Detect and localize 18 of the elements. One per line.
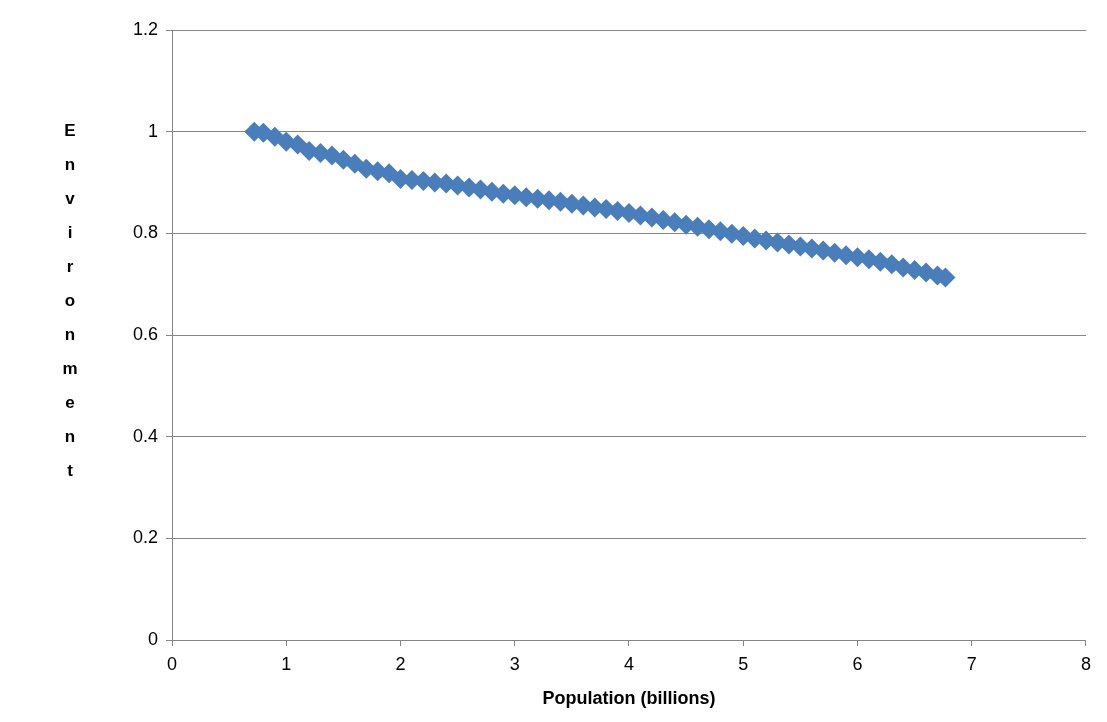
y-tick-label: 1 <box>147 120 158 141</box>
y-tick-label: 0.8 <box>132 222 158 243</box>
y-tick-label: 0.6 <box>132 323 158 344</box>
x-axis-title: Population (billions) <box>542 688 716 709</box>
x-tick-label: 8 <box>1080 653 1091 674</box>
x-tick-label: 4 <box>623 653 635 674</box>
text: Environment <box>62 120 78 480</box>
x-tick-label: 2 <box>395 653 406 674</box>
y-tick-label: 1.2 <box>132 18 158 39</box>
x-tick-label: 6 <box>852 653 863 674</box>
x-tick-label: 7 <box>966 653 977 674</box>
y-tick-label: 0 <box>147 628 158 649</box>
y-tick-label: 0.4 <box>132 425 158 446</box>
x-tick-label: 3 <box>509 653 520 674</box>
y-tick-label: 0.2 <box>132 527 158 548</box>
x-tick-label: 5 <box>738 653 749 674</box>
x-tick-label: 0 <box>166 653 178 674</box>
x-tick-label: 1 <box>281 653 292 674</box>
